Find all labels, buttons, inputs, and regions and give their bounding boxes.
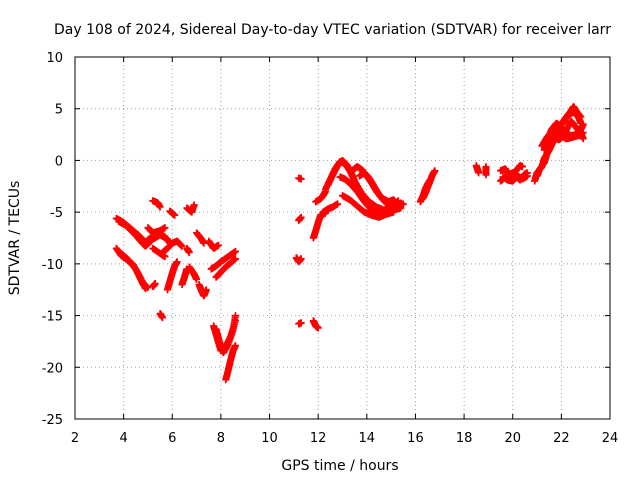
data-point	[297, 213, 305, 221]
x-tick-label: 20	[504, 431, 521, 446]
y-tick-label: 5	[55, 103, 63, 118]
x-tick-label: 16	[407, 431, 424, 446]
data-point	[214, 241, 222, 249]
grid-lines	[75, 57, 610, 419]
x-tick-label: 22	[553, 431, 570, 446]
data-point	[156, 203, 164, 211]
data-point	[518, 163, 526, 171]
data-point	[390, 199, 398, 207]
data-point	[482, 171, 490, 179]
x-tick-label: 18	[456, 431, 473, 446]
data-points	[112, 103, 587, 384]
data-point	[200, 239, 208, 247]
y-tick-label: -15	[42, 310, 63, 325]
data-point	[173, 258, 181, 266]
data-point	[475, 169, 483, 177]
data-point	[334, 200, 342, 208]
x-tick-label: 8	[217, 431, 225, 446]
data-point	[202, 286, 210, 294]
data-point	[579, 120, 587, 128]
data-point	[579, 129, 587, 137]
data-point	[399, 200, 407, 208]
data-point	[151, 280, 159, 288]
data-point	[390, 208, 398, 216]
data-point	[523, 169, 531, 177]
data-point	[159, 314, 167, 322]
data-point	[297, 319, 305, 327]
plot-frame	[74, 56, 611, 420]
data-point	[171, 211, 179, 219]
y-tick-label: -25	[42, 413, 63, 428]
data-point	[144, 284, 152, 292]
x-tick-label: 4	[119, 431, 127, 446]
x-tick-label: 14	[359, 431, 376, 446]
x-tick-label: 10	[261, 431, 278, 446]
data-point	[297, 175, 305, 183]
y-tick-label: -10	[42, 258, 63, 273]
data-point	[185, 248, 193, 256]
data-point	[232, 312, 239, 320]
x-tick-label: 24	[602, 431, 619, 446]
data-point	[178, 242, 186, 250]
y-tick-label: 10	[46, 51, 63, 66]
data-point	[163, 235, 171, 243]
x-tick-label: 6	[168, 431, 176, 446]
x-tick-label: 12	[310, 431, 327, 446]
data-point	[161, 224, 169, 232]
y-axis-label: SDTVAR / TECUs	[7, 181, 23, 296]
data-point	[190, 201, 198, 209]
data-point	[232, 255, 239, 263]
y-tick-label: 0	[55, 154, 63, 169]
data-point	[232, 247, 239, 255]
data-point	[193, 275, 201, 283]
x-axis-label: GPS time / hours	[281, 458, 398, 474]
y-tick-label: -20	[42, 361, 63, 376]
y-tick-label: -5	[50, 206, 63, 221]
data-point	[297, 255, 305, 263]
x-tick-label: 2	[71, 431, 79, 446]
data-point	[232, 342, 239, 350]
data-point	[314, 324, 322, 332]
data-point	[431, 167, 439, 175]
chart-title: Day 108 of 2024, Sidereal Day-to-day VTE…	[54, 22, 611, 38]
